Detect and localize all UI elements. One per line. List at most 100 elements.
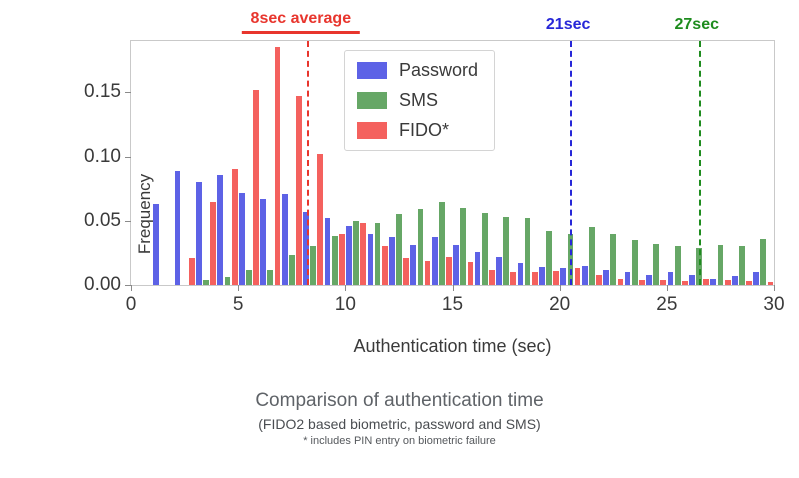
- bar-sms-18s: [524, 218, 531, 285]
- bar-password-27s: [710, 278, 717, 285]
- bar-fido-27s: [724, 279, 731, 285]
- x-tick-mark-30: [774, 285, 775, 291]
- bar-sms-15s: [460, 207, 467, 285]
- bar-fido-18s: [531, 272, 538, 285]
- bar-fido-16s: [488, 269, 495, 285]
- bar-password-25s: [667, 272, 674, 285]
- bar-password-3s: [196, 182, 202, 285]
- x-tick-mark-20: [559, 285, 561, 291]
- bar-password-24s: [646, 274, 652, 285]
- x-tick-mark-25: [666, 285, 668, 291]
- bar-password-29s: [753, 272, 760, 285]
- x-tick-mark-0: [131, 285, 132, 291]
- bar-fido-25s: [681, 281, 688, 285]
- bar-password-2s: [174, 170, 181, 285]
- bar-password-6s: [260, 198, 267, 285]
- bar-password-11s: [367, 233, 374, 285]
- bar-password-28s: [731, 276, 738, 285]
- bar-password-17s: [496, 256, 502, 285]
- bar-sms-9s: [331, 236, 338, 285]
- x-tick-label-0: 0: [125, 294, 137, 315]
- bar-fido-22s: [617, 278, 624, 285]
- legend-item-password: Password: [357, 60, 478, 81]
- bar-password-9s: [324, 218, 331, 285]
- vline-label-27sec: 27sec: [674, 16, 719, 33]
- bar-sms-8s: [310, 246, 317, 285]
- vline-label-21sec: 21sec: [545, 16, 591, 33]
- bar-password-7s: [281, 193, 288, 285]
- bar-sms-6s: [267, 269, 274, 285]
- bar-fido-11s: [381, 246, 388, 285]
- bar-sms-24s: [653, 243, 660, 285]
- bar-sms-22s: [610, 233, 617, 285]
- bar-password-26s: [689, 274, 695, 285]
- legend: Password SMS FIDO*: [344, 50, 496, 151]
- bar-fido-24s: [660, 279, 667, 285]
- legend-swatch-sms: [357, 92, 387, 109]
- legend-label-sms: SMS: [399, 90, 439, 110]
- x-tick-label-15: 15: [441, 294, 464, 315]
- vline-8sec-average: [306, 41, 309, 285]
- bar-password-12s: [388, 237, 395, 285]
- x-tick-label-30: 30: [763, 294, 785, 315]
- bar-fido-23s: [638, 279, 645, 285]
- y-tick-mark-0.15: [125, 92, 131, 94]
- bar-password-16s: [474, 251, 481, 285]
- bar-sms-13s: [417, 209, 424, 285]
- bar-sms-16s: [481, 213, 488, 285]
- bar-sms-23s: [631, 240, 638, 285]
- bar-fido-7s: [296, 96, 302, 285]
- legend-swatch-password: [357, 62, 387, 79]
- bar-sms-7s: [288, 255, 295, 285]
- bar-sms-21s: [588, 227, 595, 285]
- bar-fido-15s: [467, 261, 474, 285]
- legend-item-fido: FIDO*: [357, 120, 478, 141]
- vline-label-8sec-average: 8sec average: [241, 10, 361, 34]
- x-tick-mark-15: [452, 285, 454, 291]
- bar-password-23s: [624, 272, 631, 285]
- bar-sms-11s: [374, 223, 381, 285]
- bar-sms-10s: [353, 220, 359, 285]
- legend-item-sms: SMS: [357, 90, 478, 111]
- bar-fido-4s: [231, 169, 238, 285]
- bar-fido-14s: [446, 256, 452, 285]
- y-tick-mark-0.05: [125, 220, 131, 222]
- bar-fido-21s: [596, 274, 602, 285]
- caption: Comparison of authentication time (FIDO2…: [0, 390, 799, 447]
- x-tick-mark-5: [238, 285, 240, 291]
- bar-password-10s: [346, 225, 352, 285]
- bar-password-13s: [410, 245, 417, 285]
- y-tick-label-0.10: 0.10: [84, 145, 121, 167]
- plot-area: Password SMS FIDO* Frequency 8sec averag…: [84, 10, 785, 315]
- bar-sms-28s: [739, 246, 745, 285]
- bar-password-8s: [303, 211, 309, 285]
- bar-fido-28s: [746, 281, 752, 285]
- bar-fido-3s: [210, 201, 217, 285]
- y-axis-label: Frequency: [135, 173, 154, 255]
- bar-fido-13s: [424, 260, 431, 285]
- bar-password-18s: [517, 263, 524, 285]
- bar-fido-19s: [553, 270, 560, 285]
- bar-fido-17s: [510, 272, 517, 285]
- bar-sms-14s: [438, 201, 445, 285]
- x-tick-label-25: 25: [656, 294, 678, 315]
- bar-password-5s: [238, 192, 245, 285]
- y-tick-mark-0.00: [125, 285, 131, 286]
- legend-swatch-fido: [357, 122, 387, 139]
- x-tick-label-20: 20: [549, 294, 571, 315]
- vline-21sec: [570, 41, 573, 285]
- x-tick-label-10: 10: [334, 294, 356, 315]
- bar-sms-27s: [717, 245, 724, 285]
- bar-sms-25s: [674, 246, 681, 285]
- legend-label-password: Password: [399, 60, 479, 80]
- vline-27sec: [698, 41, 701, 285]
- bar-sms-29s: [760, 238, 767, 285]
- y-tick-mark-0.10: [125, 156, 131, 158]
- x-tick-mark-10: [345, 285, 347, 291]
- bar-fido-29s: [767, 282, 774, 285]
- bar-password-20s: [560, 268, 567, 285]
- bar-sms-5s: [246, 269, 252, 285]
- bar-sms-19s: [546, 231, 552, 285]
- x-axis-label: Authentication time (sec): [353, 336, 552, 356]
